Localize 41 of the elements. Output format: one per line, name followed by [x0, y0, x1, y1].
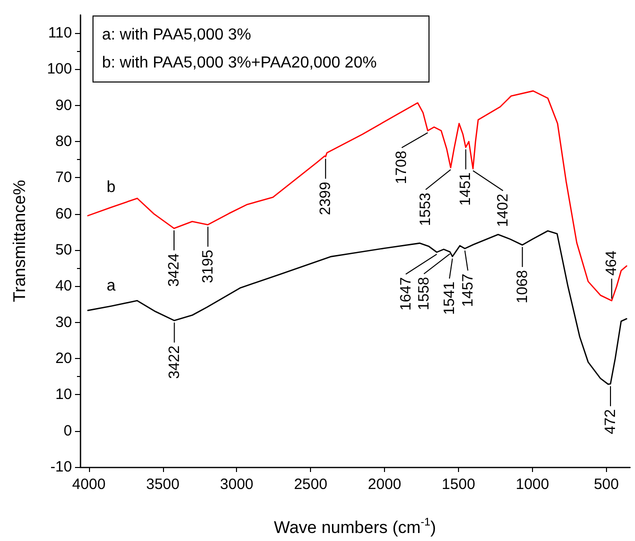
annotation: 1068 — [514, 270, 531, 304]
x-tick-label: 500 — [594, 476, 619, 493]
annotation: 472 — [602, 409, 619, 434]
y-tick-label: 70 — [55, 169, 72, 186]
x-tick-label: 3500 — [146, 476, 180, 493]
annotation: 1402 — [494, 194, 512, 228]
annotation: 3424 — [166, 253, 183, 287]
annotation: b: with PAA5,000 3%+PAA20,000 20% — [102, 54, 377, 72]
y-axis-title: Transmittance% — [10, 180, 29, 302]
y-tick-label: 60 — [55, 205, 72, 222]
y-tick-label: 40 — [55, 278, 72, 295]
annotation: 3195 — [199, 250, 216, 284]
y-tick-label: -10 — [50, 458, 72, 476]
y-tick-label: 20 — [55, 350, 72, 368]
series-label: a — [106, 278, 116, 295]
annotation: 1647 — [397, 277, 414, 311]
y-tick-label: 110 — [48, 24, 72, 42]
annotation: a: with PAA5,000 3% — [102, 26, 252, 44]
x-tick-label: 4000 — [72, 476, 106, 493]
x-tick-label: 1500 — [442, 476, 476, 493]
y-tick-label: 100 — [46, 60, 72, 78]
x-tick-label: 2000 — [368, 476, 402, 493]
annotation: 2399 — [317, 182, 334, 216]
annotation: 1457 — [459, 274, 476, 307]
y-tick-label: 30 — [55, 314, 72, 331]
annotation: 464 — [603, 250, 620, 276]
y-tick-label: 0 — [64, 422, 72, 440]
y-tick-label: 80 — [55, 133, 72, 150]
y-tick-label: 10 — [55, 386, 72, 404]
annotation: 1553 — [417, 192, 434, 226]
annotation: 1558 — [415, 276, 432, 310]
x-tick-label: 2500 — [294, 476, 328, 493]
annotation: 1541 — [440, 282, 458, 315]
y-tick-label: 50 — [55, 242, 72, 259]
series-label: b — [106, 178, 116, 196]
annotation: 1451 — [457, 172, 474, 206]
annotation: 3422 — [166, 346, 183, 379]
annotation: 1708 — [393, 150, 410, 184]
x-tick-label: 1000 — [516, 476, 550, 493]
y-tick-label: 90 — [55, 96, 72, 114]
x-tick-label: 3000 — [220, 476, 254, 493]
